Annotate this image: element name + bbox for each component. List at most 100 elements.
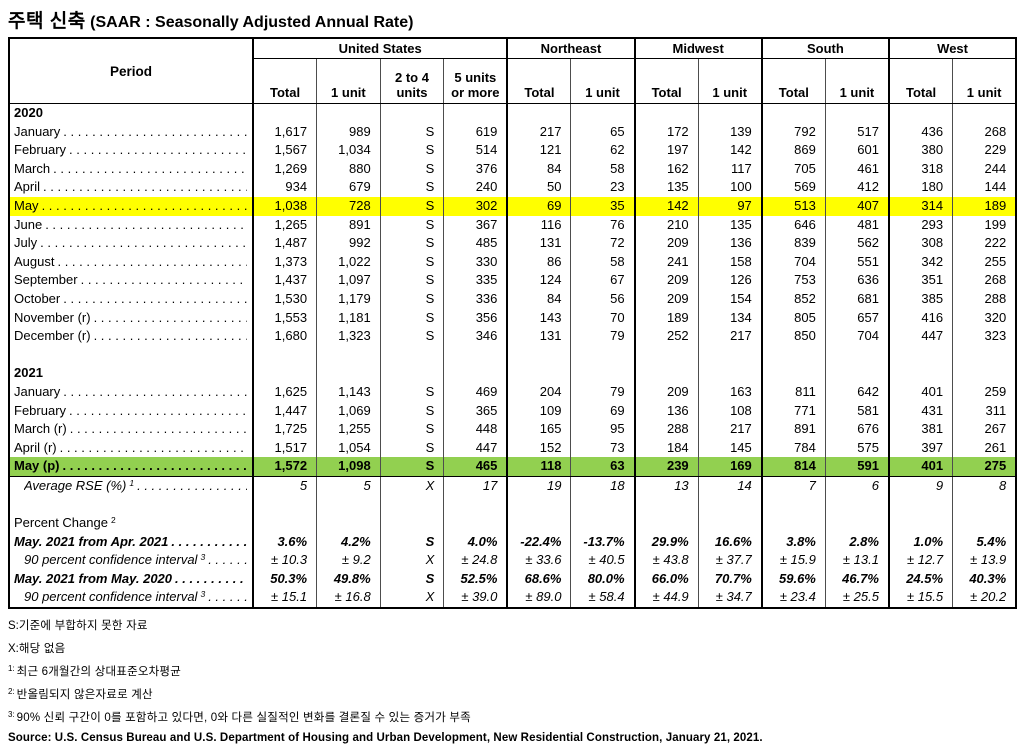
value-cell: 184	[633, 438, 699, 458]
value-cell: 70.7%	[697, 569, 762, 589]
period-label: February	[14, 402, 67, 418]
value-cell	[633, 514, 699, 533]
column-header-united-states-2-to-4-units: 2 to 4 units	[379, 58, 444, 104]
value-cell: 267	[952, 420, 1017, 439]
value-cell: 135	[633, 178, 699, 197]
value-cell	[697, 103, 762, 123]
value-cell: 117	[697, 159, 762, 179]
value-cell: 108	[697, 401, 762, 421]
row-april-r: April (r). . . . . . . . . . . . . . . .…	[8, 438, 1017, 458]
value-cell: 461	[824, 159, 889, 179]
value-cell: 293	[887, 215, 953, 235]
period-label: April	[14, 179, 41, 195]
housing-starts-table: Period United States Northeast Midwest Sout…	[8, 37, 1018, 610]
value-cell	[887, 345, 953, 365]
value-cell: S	[379, 327, 444, 346]
value-cell: 134	[697, 308, 762, 328]
value-cell	[887, 514, 953, 533]
value-cell: 59.6%	[760, 569, 826, 589]
value-cell: ± 15.1	[252, 588, 317, 609]
value-cell: 1,572	[252, 457, 317, 477]
value-cell: 23	[570, 178, 635, 197]
value-cell: ± 13.1	[824, 551, 889, 570]
column-header-united-states-total: Total	[252, 58, 317, 104]
title-english: (SAAR : Seasonally Adjusted Annual Rate)	[90, 14, 414, 31]
value-cell: 1,517	[252, 438, 317, 458]
value-cell: 1,530	[252, 289, 317, 309]
value-cell: ± 25.5	[824, 588, 889, 609]
value-cell: 869	[760, 141, 826, 160]
period-cell: March (r). . . . . . . . . . . . . . . .…	[8, 420, 253, 439]
value-cell: ± 15.9	[760, 551, 826, 570]
value-cell: 412	[824, 178, 889, 197]
value-cell: 1,725	[252, 420, 317, 439]
value-cell: S	[379, 196, 444, 216]
dot-leader: . . . . . . . . . . . . . . . . . . . . …	[57, 253, 247, 269]
value-cell: 469	[443, 382, 508, 402]
value-cell: 72	[570, 234, 635, 253]
period-label: August	[14, 253, 55, 269]
value-cell: 67	[570, 271, 635, 290]
column-header-south-1-unit: 1 unit	[824, 58, 889, 104]
value-cell: 891	[760, 420, 826, 439]
value-cell: 784	[760, 438, 826, 458]
value-cell	[316, 495, 381, 515]
value-cell: S	[379, 308, 444, 328]
footnote-text: 해당 없음	[18, 643, 66, 656]
value-cell: 118	[506, 457, 571, 477]
value-cell: 16.6%	[697, 532, 762, 552]
value-cell: 447	[443, 438, 508, 458]
group-header-south: South	[760, 38, 889, 59]
value-cell	[633, 103, 699, 123]
value-cell	[570, 364, 635, 383]
value-cell	[316, 345, 381, 365]
value-cell: S	[379, 457, 444, 477]
period-label: September	[14, 272, 78, 288]
value-cell	[506, 495, 571, 515]
value-cell	[887, 364, 953, 383]
value-cell	[887, 103, 953, 123]
footnote-marker: 1:	[8, 664, 15, 674]
value-cell: ± 44.9	[633, 588, 699, 609]
value-cell: 311	[952, 401, 1017, 421]
value-cell: 268	[952, 122, 1017, 142]
value-cell: 771	[760, 401, 826, 421]
dot-leader: . . . . . . . . . . . . . . . . . . . . …	[59, 439, 247, 455]
value-cell: S	[379, 569, 444, 589]
value-cell	[570, 495, 635, 515]
value-cell: S	[379, 438, 444, 458]
value-cell	[379, 364, 444, 383]
value-cell: 448	[443, 420, 508, 439]
period-cell: September. . . . . . . . . . . . . . . .…	[8, 271, 253, 290]
value-cell	[506, 514, 571, 533]
value-cell: 154	[697, 289, 762, 309]
value-cell: 209	[633, 234, 699, 253]
value-cell: X	[379, 476, 444, 496]
value-cell	[760, 103, 826, 123]
value-cell: ± 37.7	[697, 551, 762, 570]
value-cell: 136	[697, 234, 762, 253]
value-cell: 14	[697, 476, 762, 496]
value-cell: 275	[952, 457, 1017, 477]
value-cell: S	[379, 178, 444, 197]
value-cell: -22.4%	[506, 532, 571, 552]
value-cell: ± 58.4	[570, 588, 635, 609]
value-cell	[252, 103, 317, 123]
row-august: August. . . . . . . . . . . . . . . . . …	[8, 252, 1017, 272]
value-cell: ± 23.4	[760, 588, 826, 609]
period-cell: 2020	[8, 103, 253, 123]
footnote: 2: 반올림되지 않은자료로 계산	[8, 686, 1016, 702]
value-cell: 302	[443, 196, 508, 216]
dot-leader: . . . . . . . . . . . . . . . . . . . . …	[63, 383, 247, 399]
value-cell: 229	[952, 141, 1017, 160]
footnote-text: 최근 6개월간의 상대표준오차평균	[16, 666, 181, 679]
value-cell: 9	[887, 476, 953, 496]
value-cell: 814	[760, 457, 826, 477]
value-cell: 581	[824, 401, 889, 421]
period-label: April (r)	[14, 439, 57, 455]
value-cell: 753	[760, 271, 826, 290]
value-cell	[824, 345, 889, 365]
value-cell: 342	[887, 252, 953, 272]
value-cell: X	[379, 551, 444, 570]
row-90-percent-confidence-interval: 90 percent confidence interval 3. . . . .…	[8, 588, 1017, 609]
